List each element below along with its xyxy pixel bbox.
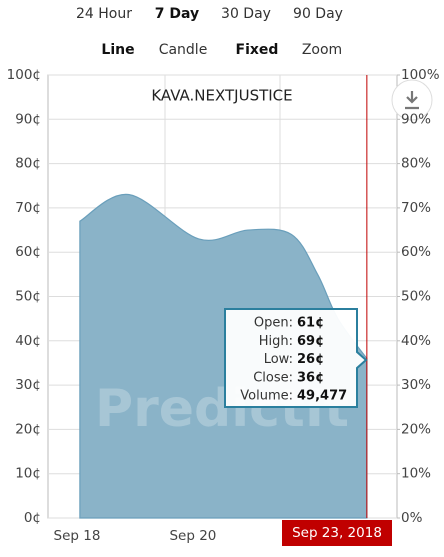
y2-tick-label: 10% <box>401 466 431 482</box>
tooltip-label: High: <box>259 334 293 349</box>
tab[interactable]: 90 Day <box>293 6 343 22</box>
mode[interactable]: Fixed <box>236 42 279 58</box>
y-tick-label: 50¢ <box>15 289 41 305</box>
tooltip-box <box>224 308 368 408</box>
tooltip-label: Open: <box>254 316 293 331</box>
y2-tick-label: 80% <box>401 156 431 172</box>
y2-tick-label: 90% <box>401 111 431 127</box>
mode[interactable]: Candle <box>159 42 208 58</box>
y2-tick-label: 40% <box>401 333 431 349</box>
tooltip-value: 26¢ <box>297 352 324 367</box>
y2-tick-label: 50% <box>401 289 431 305</box>
tooltip-value: 49,477 <box>297 389 347 404</box>
download-icon <box>405 91 419 110</box>
y-tick-label: 20¢ <box>15 421 41 437</box>
y-tick-label: 70¢ <box>15 200 41 216</box>
y-tick-label: 40¢ <box>15 333 41 349</box>
mode[interactable]: Zoom <box>302 42 342 58</box>
x-tick-label: Sep 20 <box>169 528 216 544</box>
y2-tick-label: 100% <box>401 67 440 83</box>
y2-tick-label: 60% <box>401 244 431 260</box>
y2-tick-label: 0% <box>401 510 423 526</box>
y-tick-label: 0¢ <box>24 510 41 526</box>
tab[interactable]: 24 Hour <box>76 6 132 22</box>
chart-title: KAVA.NEXTJUSTICE <box>151 87 292 105</box>
cursor-label: Sep 23, 2018 <box>292 525 382 541</box>
x-tick-label: Sep 18 <box>54 528 101 544</box>
y-tick-label: 60¢ <box>15 244 41 260</box>
y-tick-label: 30¢ <box>15 377 41 393</box>
y-tick-label: 90¢ <box>15 111 41 127</box>
y2-tick-label: 20% <box>401 421 431 437</box>
y2-tick-label: 70% <box>401 200 431 216</box>
tooltip-label: Close: <box>253 370 293 385</box>
tooltip-value: 36¢ <box>297 370 324 385</box>
y2-tick-label: 30% <box>401 377 431 393</box>
y-tick-label: 100¢ <box>7 67 41 83</box>
y-tick-label: 80¢ <box>15 156 41 172</box>
tab[interactable]: 30 Day <box>221 6 271 22</box>
tooltip-label: Low: <box>264 352 293 367</box>
tooltip-value: 69¢ <box>297 334 324 349</box>
tooltip-label: Volume: <box>240 389 293 404</box>
cursor-label-box <box>282 520 392 546</box>
tooltip-value: 61¢ <box>297 316 324 331</box>
y-tick-label: 10¢ <box>15 466 41 482</box>
tab[interactable]: 7 Day <box>155 6 199 22</box>
mode[interactable]: Line <box>101 42 134 58</box>
